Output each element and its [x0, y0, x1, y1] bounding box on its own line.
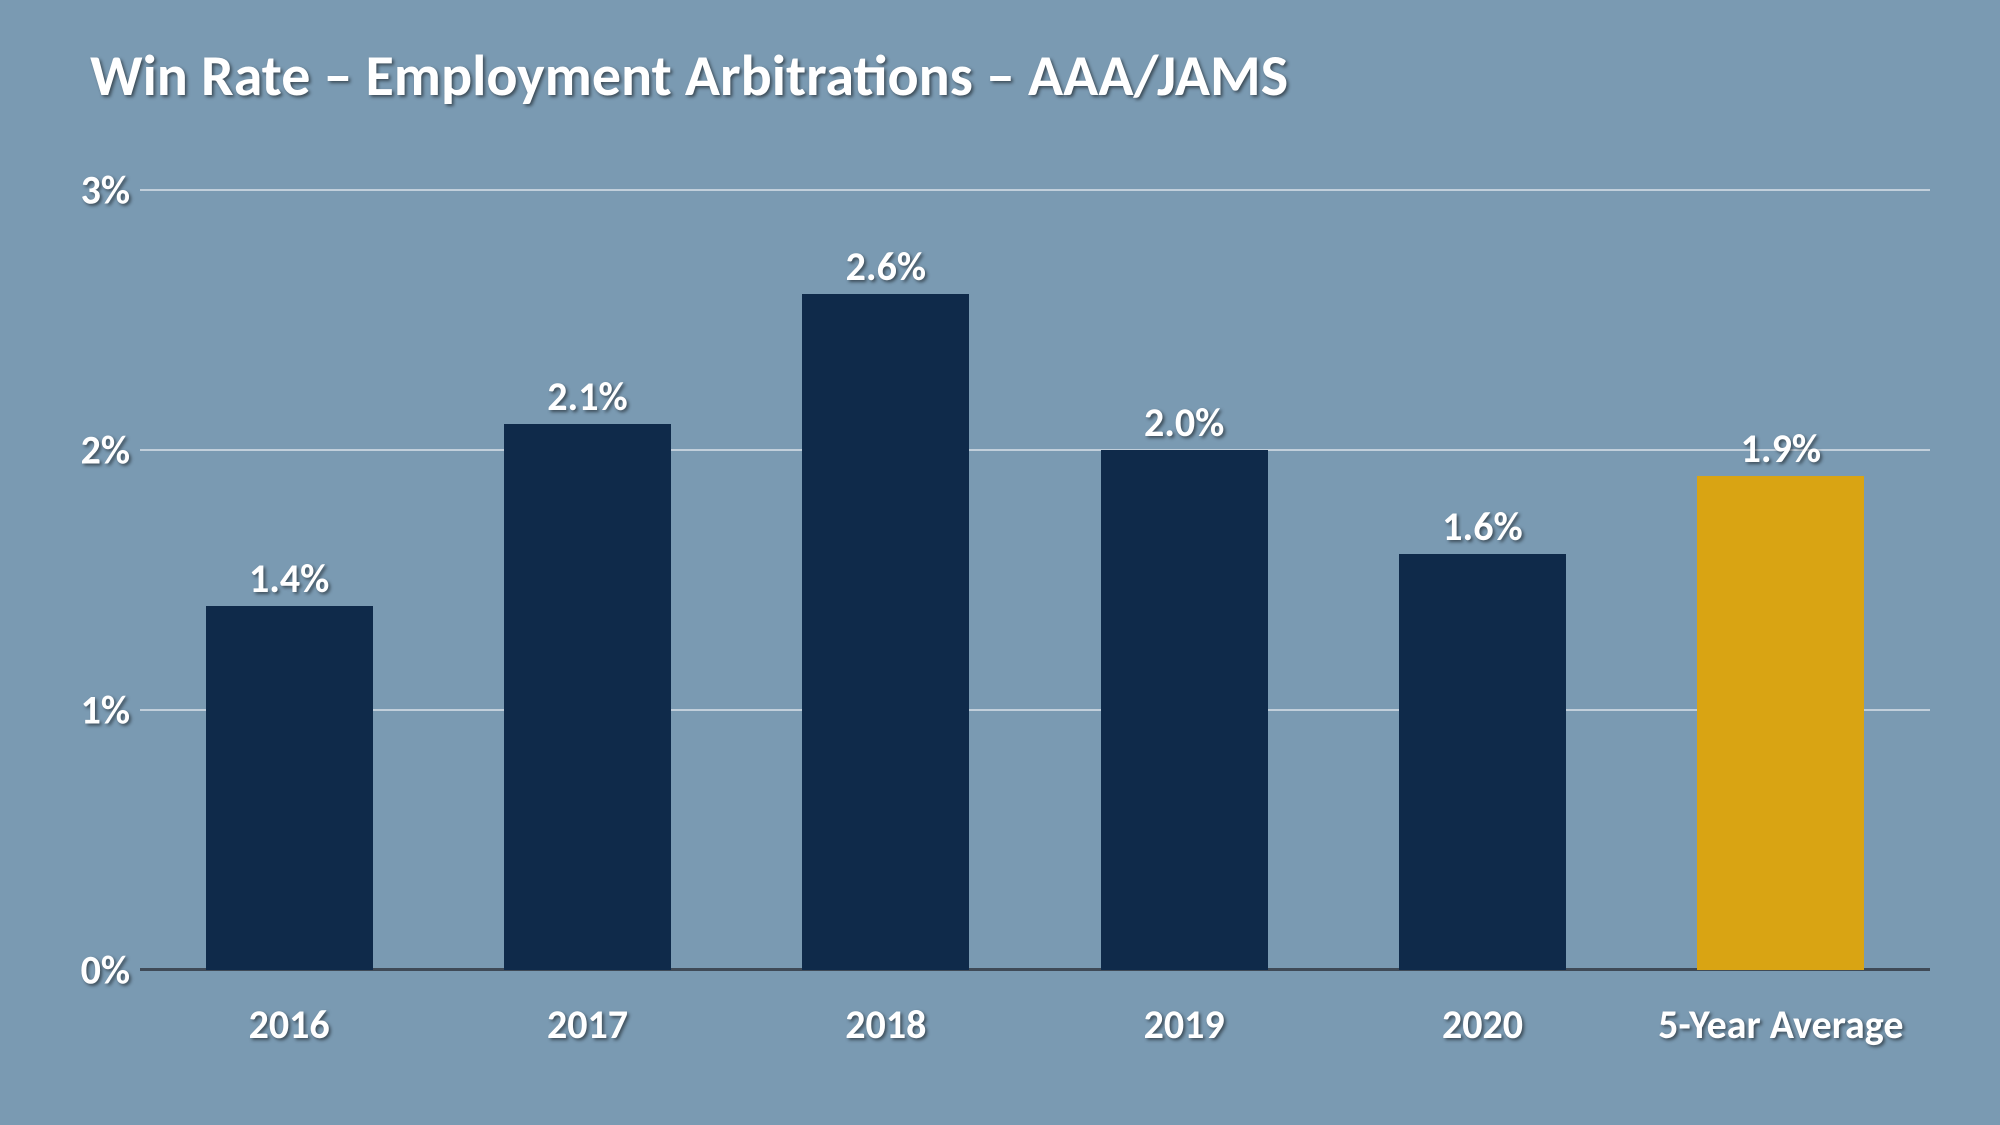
x-tick-label: 2017 [438, 1000, 736, 1049]
bar: 2.0% [1101, 450, 1268, 970]
x-axis-baseline [140, 968, 1930, 971]
x-tick-label: 2019 [1035, 1000, 1333, 1049]
bar-value-label: 2.6% [802, 242, 969, 291]
x-tick-label: 2020 [1333, 1000, 1631, 1049]
x-tick-label: 5-Year Average [1632, 1000, 1930, 1049]
bar-value-label: 1.6% [1399, 502, 1566, 551]
gridline [140, 189, 1930, 191]
y-tick-label: 3% [30, 166, 130, 215]
bar: 1.6% [1399, 554, 1566, 970]
bar: 1.4% [206, 606, 373, 970]
bar-value-label: 1.9% [1697, 424, 1864, 473]
bar: 1.9% [1697, 476, 1864, 970]
y-tick-label: 1% [30, 686, 130, 735]
chart-title: Win Rate – Employment Arbitrations – AAA… [90, 40, 1288, 111]
plot-area: 0%1%2%3%1.4%2.1%2.6%2.0%1.6%1.9% [140, 190, 1930, 970]
bar: 2.6% [802, 294, 969, 970]
gridline [140, 709, 1930, 711]
bar-value-label: 2.0% [1101, 398, 1268, 447]
y-tick-label: 0% [30, 946, 130, 995]
bar: 2.1% [504, 424, 671, 970]
bar-value-label: 2.1% [504, 372, 671, 421]
bar-value-label: 1.4% [206, 554, 373, 603]
x-tick-label: 2018 [737, 1000, 1035, 1049]
x-tick-label: 2016 [140, 1000, 438, 1049]
y-tick-label: 2% [30, 426, 130, 475]
gridline [140, 449, 1930, 451]
